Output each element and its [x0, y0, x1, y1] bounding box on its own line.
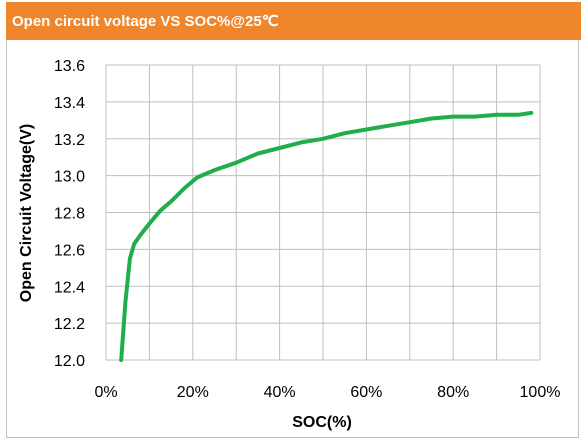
y-tick-label: 12.0 — [54, 353, 85, 370]
series-layer — [119, 110, 534, 362]
chart-title: Open circuit voltage VS SOC%@25℃ — [12, 13, 279, 30]
x-tick-label: 0% — [94, 384, 117, 401]
y-tick-label: 13.0 — [54, 169, 85, 186]
tick-labels: 12.0 12.2 12.4 12.6 12.8 13.0 13.2 13.4 13.6 0% 20… — [54, 58, 561, 401]
y-tick-label: 13.6 — [54, 58, 85, 75]
x-axis-title: SOC(%) — [292, 414, 352, 431]
voltage-series-line — [119, 110, 534, 362]
x-tick-label: 40% — [264, 384, 296, 401]
y-axis-title: Open Circuit Voltage(V) — [18, 124, 35, 302]
y-tick-label: 12.6 — [54, 242, 85, 259]
x-tick-label: 100% — [520, 384, 561, 401]
x-tick-label: 20% — [177, 384, 209, 401]
y-tick-label: 12.4 — [54, 279, 85, 296]
x-tick-label: 80% — [437, 384, 469, 401]
grid — [105, 64, 541, 361]
chart-header: Open circuit voltage VS SOC%@25℃ — [6, 2, 581, 40]
chart-frame — [6, 40, 579, 438]
y-tick-label: 13.2 — [54, 132, 85, 149]
y-tick-label: 13.4 — [54, 95, 85, 112]
y-tick-label: 12.2 — [54, 316, 85, 333]
x-tick-label: 60% — [350, 384, 382, 401]
y-tick-label: 12.8 — [54, 206, 85, 223]
